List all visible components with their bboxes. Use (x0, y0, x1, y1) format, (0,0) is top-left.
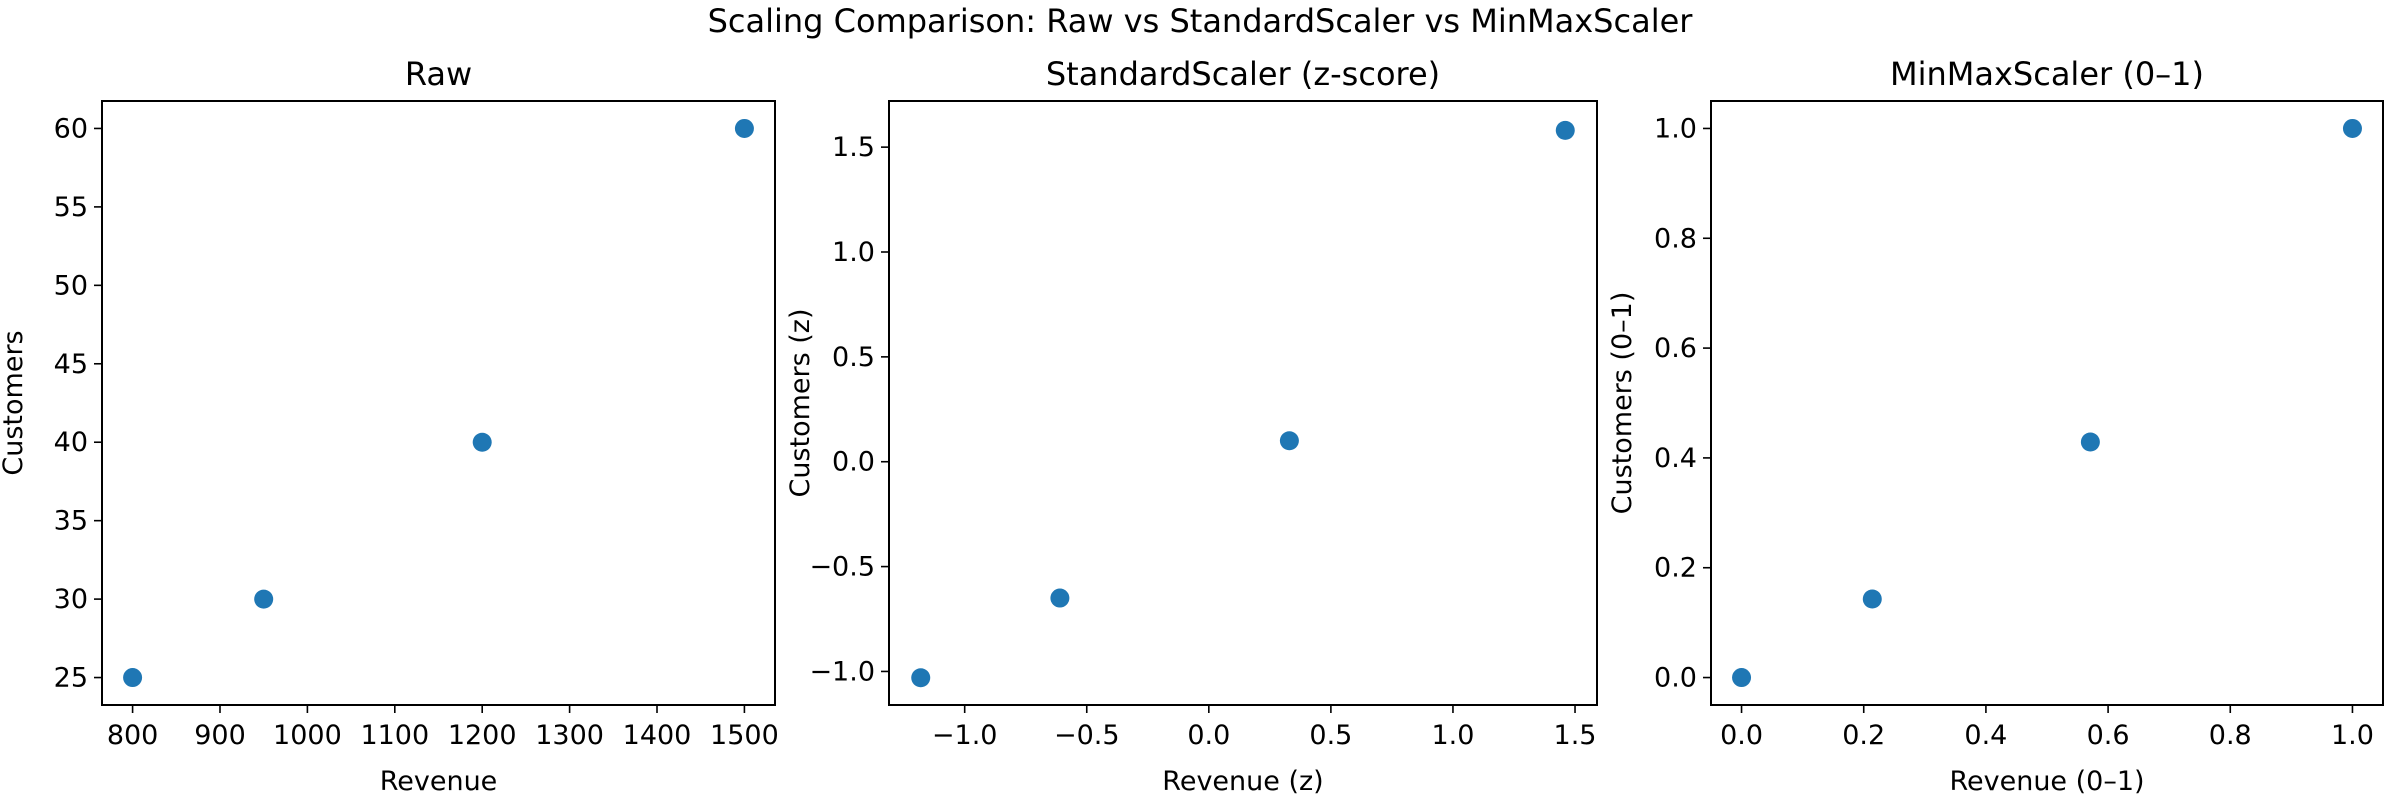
x-tick-label: 0.6 (2087, 720, 2130, 751)
scatter-point (2342, 118, 2362, 138)
figure-suptitle: Scaling Comparison: Raw vs StandardScale… (708, 2, 1694, 40)
x-tick-label: 0.8 (2209, 720, 2252, 751)
y-tick-label: 30 (54, 584, 88, 615)
y-tick-label: 0.8 (1654, 223, 1697, 254)
panel-title: StandardScaler (z-score) (1046, 55, 1440, 93)
y-tick-label: 40 (54, 427, 88, 458)
y-tick-label: 1.5 (832, 132, 875, 163)
y-tick-label: 0.4 (1654, 443, 1697, 474)
scatter-point (1050, 588, 1070, 608)
y-tick-label: 45 (54, 349, 88, 380)
x-tick-label: −0.5 (1054, 720, 1120, 751)
scatter-point (254, 589, 274, 609)
x-tick-label: 0.2 (1842, 720, 1885, 751)
axes-frame (888, 100, 1598, 706)
y-tick-label: 1.0 (832, 237, 875, 268)
panel-2: −1.0 −0.5 0.0 0.5 1.0 1.5 −1.0 −0.5 0.0 0.5 1.0 1.5… (785, 55, 1598, 797)
x-tick-label: 900 (194, 720, 246, 751)
x-axis-label: Revenue (z) (1162, 766, 1323, 797)
y-tick-label: 60 (54, 113, 88, 144)
panel-title: Raw (405, 55, 472, 93)
scatter-point (1862, 589, 1882, 609)
y-tick-label: 0.0 (832, 447, 875, 478)
panel-1: 800 900 1000 1100 1200 1300 1400 1500 25 30 35 40 45… (0, 55, 779, 797)
y-tick-label: 0.2 (1654, 553, 1697, 584)
y-tick-label: 0.6 (1654, 333, 1697, 364)
y-tick-label: 25 (54, 663, 88, 694)
x-tick-label: 0.4 (1964, 720, 2007, 751)
x-tick-label: 1.5 (1554, 720, 1597, 751)
x-tick-label: −1.0 (932, 720, 998, 751)
x-tick-label: 0.0 (1720, 720, 1763, 751)
y-tick-label: 0.0 (1654, 663, 1697, 694)
x-tick-label: 1500 (710, 720, 779, 751)
scatter-point (472, 432, 492, 452)
x-tick-label: 1000 (273, 720, 342, 751)
scatter-point (123, 668, 143, 688)
panel-title: MinMaxScaler (0–1) (1890, 55, 2204, 93)
chart-panels: 800 900 1000 1100 1200 1300 1400 1500 25 30 35 40 45… (0, 55, 2384, 797)
scatter-point (1279, 431, 1299, 451)
x-tick-label: 1.0 (2331, 720, 2374, 751)
y-axis-label: Customers (0, 330, 29, 475)
x-tick-label: 1.0 (1431, 720, 1474, 751)
y-tick-label: −0.5 (809, 552, 875, 583)
y-axis-label: Customers (z) (785, 308, 816, 497)
panel-3: 0.0 0.2 0.4 0.6 0.8 1.0 0.0 0.2 0.4 0.6 0.8 1.0 MinM… (1607, 55, 2384, 797)
y-tick-label: 1.0 (1654, 113, 1697, 144)
scatter-point (911, 668, 931, 688)
x-tick-label: 800 (107, 720, 159, 751)
y-axis-label: Customers (0–1) (1607, 292, 1638, 515)
y-tick-label: 50 (54, 270, 88, 301)
axes-frame (101, 100, 776, 706)
y-tick-label: 35 (54, 506, 88, 537)
x-tick-label: 1300 (535, 720, 604, 751)
scatter-point (734, 118, 754, 138)
x-tick-label: 1100 (360, 720, 429, 751)
scatter-point (2080, 432, 2100, 452)
scatter-point (1732, 668, 1752, 688)
y-tick-label: 0.5 (832, 342, 875, 373)
x-tick-label: 1200 (448, 720, 517, 751)
y-tick-label: −1.0 (809, 656, 875, 687)
x-tick-label: 1400 (623, 720, 692, 751)
scatter-point (1555, 120, 1575, 140)
axes-frame (1710, 100, 2384, 706)
x-tick-label: 0.0 (1187, 720, 1230, 751)
x-tick-label: 0.5 (1309, 720, 1352, 751)
y-tick-label: 55 (54, 192, 88, 223)
x-axis-label: Revenue (380, 766, 498, 797)
x-axis-label: Revenue (0–1) (1949, 766, 2144, 797)
